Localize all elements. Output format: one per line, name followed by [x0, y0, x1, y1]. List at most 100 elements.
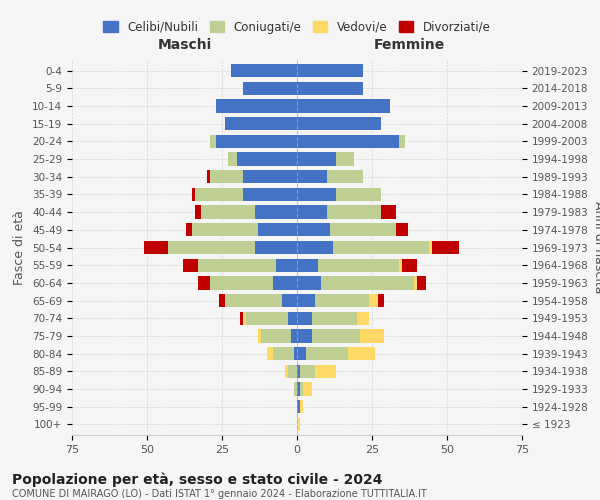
Bar	[294, 382, 297, 396]
Bar	[273, 347, 294, 360]
Bar	[243, 170, 297, 183]
Bar	[297, 347, 306, 360]
Bar	[273, 276, 297, 289]
Bar	[297, 400, 300, 413]
Bar	[282, 294, 297, 307]
Bar	[144, 241, 168, 254]
Bar	[312, 312, 357, 325]
Bar	[315, 294, 369, 307]
Bar	[303, 382, 312, 396]
Bar	[294, 347, 297, 360]
Bar	[297, 82, 363, 95]
Legend: Celibi/Nubili, Coniugati/e, Vedovi/e, Divorziati/e: Celibi/Nubili, Coniugati/e, Vedovi/e, Di…	[100, 17, 494, 37]
Text: Popolazione per età, sesso e stato civile - 2024: Popolazione per età, sesso e stato civil…	[12, 472, 383, 487]
Bar	[417, 276, 426, 289]
Bar	[429, 241, 432, 254]
Bar	[216, 100, 297, 112]
Bar	[402, 258, 417, 272]
Y-axis label: Anni di nascita: Anni di nascita	[592, 201, 600, 294]
Bar	[288, 364, 297, 378]
Bar	[297, 418, 300, 431]
Bar	[276, 258, 297, 272]
Text: Femmine: Femmine	[374, 38, 445, 52]
Bar	[255, 206, 297, 219]
Bar	[297, 152, 336, 166]
Bar	[327, 170, 363, 183]
Bar	[399, 134, 405, 148]
Bar	[228, 152, 237, 166]
Bar	[216, 134, 297, 148]
Bar	[210, 170, 243, 183]
Bar	[306, 347, 348, 360]
Bar	[297, 382, 300, 396]
Bar	[300, 382, 303, 396]
Bar	[327, 206, 381, 219]
Y-axis label: Fasce di età: Fasce di età	[13, 210, 26, 285]
Bar	[297, 364, 300, 378]
Bar	[399, 258, 402, 272]
Bar	[432, 241, 459, 254]
Bar	[198, 276, 210, 289]
Bar	[297, 294, 315, 307]
Bar	[219, 294, 225, 307]
Bar	[201, 206, 255, 219]
Bar	[297, 188, 336, 201]
Bar	[261, 330, 291, 342]
Bar	[291, 330, 297, 342]
Bar	[258, 330, 261, 342]
Bar	[297, 117, 381, 130]
Bar	[243, 188, 297, 201]
Bar	[333, 241, 429, 254]
Bar	[267, 347, 273, 360]
Bar	[255, 241, 297, 254]
Bar	[168, 241, 255, 254]
Bar	[396, 223, 408, 236]
Bar	[369, 294, 378, 307]
Bar	[198, 258, 276, 272]
Bar	[300, 400, 303, 413]
Bar	[297, 223, 330, 236]
Bar	[195, 188, 243, 201]
Bar	[297, 170, 327, 183]
Bar	[240, 312, 243, 325]
Bar	[183, 258, 198, 272]
Bar	[210, 134, 216, 148]
Bar	[297, 241, 333, 254]
Bar	[297, 312, 312, 325]
Bar	[297, 258, 318, 272]
Bar	[378, 294, 384, 307]
Bar	[297, 64, 363, 77]
Bar	[381, 206, 396, 219]
Bar	[318, 258, 399, 272]
Bar	[330, 223, 396, 236]
Bar	[297, 100, 390, 112]
Bar	[192, 223, 258, 236]
Bar	[192, 188, 195, 201]
Bar	[186, 223, 192, 236]
Bar	[207, 170, 210, 183]
Bar	[357, 312, 369, 325]
Bar	[321, 276, 414, 289]
Bar	[225, 117, 297, 130]
Bar	[195, 206, 201, 219]
Bar	[297, 134, 399, 148]
Text: COMUNE DI MAIRAGO (LO) - Dati ISTAT 1° gennaio 2024 - Elaborazione TUTTITALIA.IT: COMUNE DI MAIRAGO (LO) - Dati ISTAT 1° g…	[12, 489, 427, 499]
Bar	[336, 152, 354, 166]
Bar	[246, 312, 288, 325]
Bar	[360, 330, 384, 342]
Bar	[348, 347, 375, 360]
Bar	[225, 294, 282, 307]
Text: Maschi: Maschi	[157, 38, 212, 52]
Bar	[300, 364, 315, 378]
Bar	[297, 330, 312, 342]
Bar	[237, 152, 297, 166]
Bar	[336, 188, 381, 201]
Bar	[312, 330, 360, 342]
Bar	[297, 206, 327, 219]
Bar	[297, 276, 321, 289]
Bar	[210, 276, 273, 289]
Bar	[288, 312, 297, 325]
Bar	[258, 223, 297, 236]
Bar	[285, 364, 288, 378]
Bar	[315, 364, 336, 378]
